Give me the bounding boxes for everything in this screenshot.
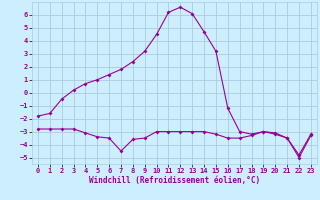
X-axis label: Windchill (Refroidissement éolien,°C): Windchill (Refroidissement éolien,°C) — [89, 176, 260, 185]
